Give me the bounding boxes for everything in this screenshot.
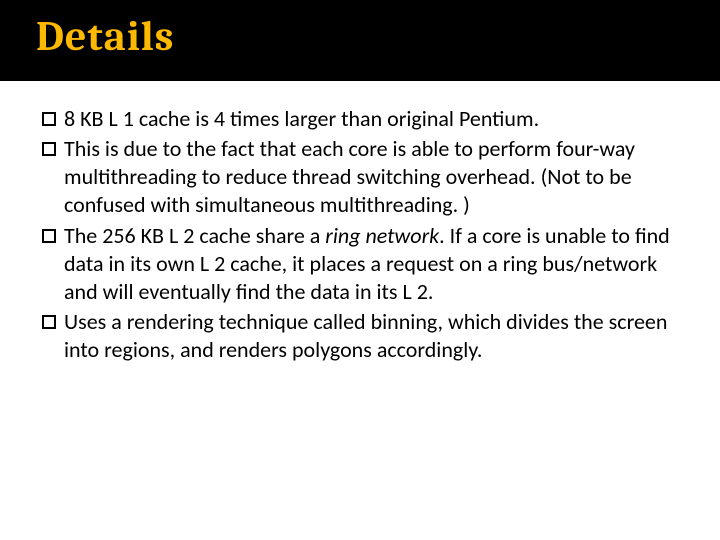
square-bullet-icon: [42, 315, 56, 329]
bullet-item: This is due to the fact that each core i…: [42, 135, 672, 219]
slide: Details 8 KB L 1 cache is 4 times larger…: [0, 0, 720, 540]
bullet-text-italic: ring network: [325, 222, 439, 249]
bullet-text: The 256 KB L 2 cache share a ring networ…: [64, 222, 672, 306]
slide-title: Details: [36, 12, 720, 61]
bullet-item: Uses a rendering technique called binnin…: [42, 308, 672, 364]
bullet-text: This is due to the fact that each core i…: [64, 135, 672, 219]
bullet-text: Uses a rendering technique called binnin…: [64, 308, 672, 364]
square-bullet-icon: [42, 112, 56, 126]
bullet-item: The 256 KB L 2 cache share a ring networ…: [42, 222, 672, 306]
bullet-item: 8 KB L 1 cache is 4 times larger than or…: [42, 105, 672, 133]
square-bullet-icon: [42, 229, 56, 243]
bullet-text: 8 KB L 1 cache is 4 times larger than or…: [64, 105, 672, 133]
bullet-text-before: The 256 KB L 2 cache share a: [64, 222, 325, 249]
title-band: Details: [0, 0, 720, 81]
slide-body: 8 KB L 1 cache is 4 times larger than or…: [0, 81, 720, 364]
square-bullet-icon: [42, 142, 56, 156]
